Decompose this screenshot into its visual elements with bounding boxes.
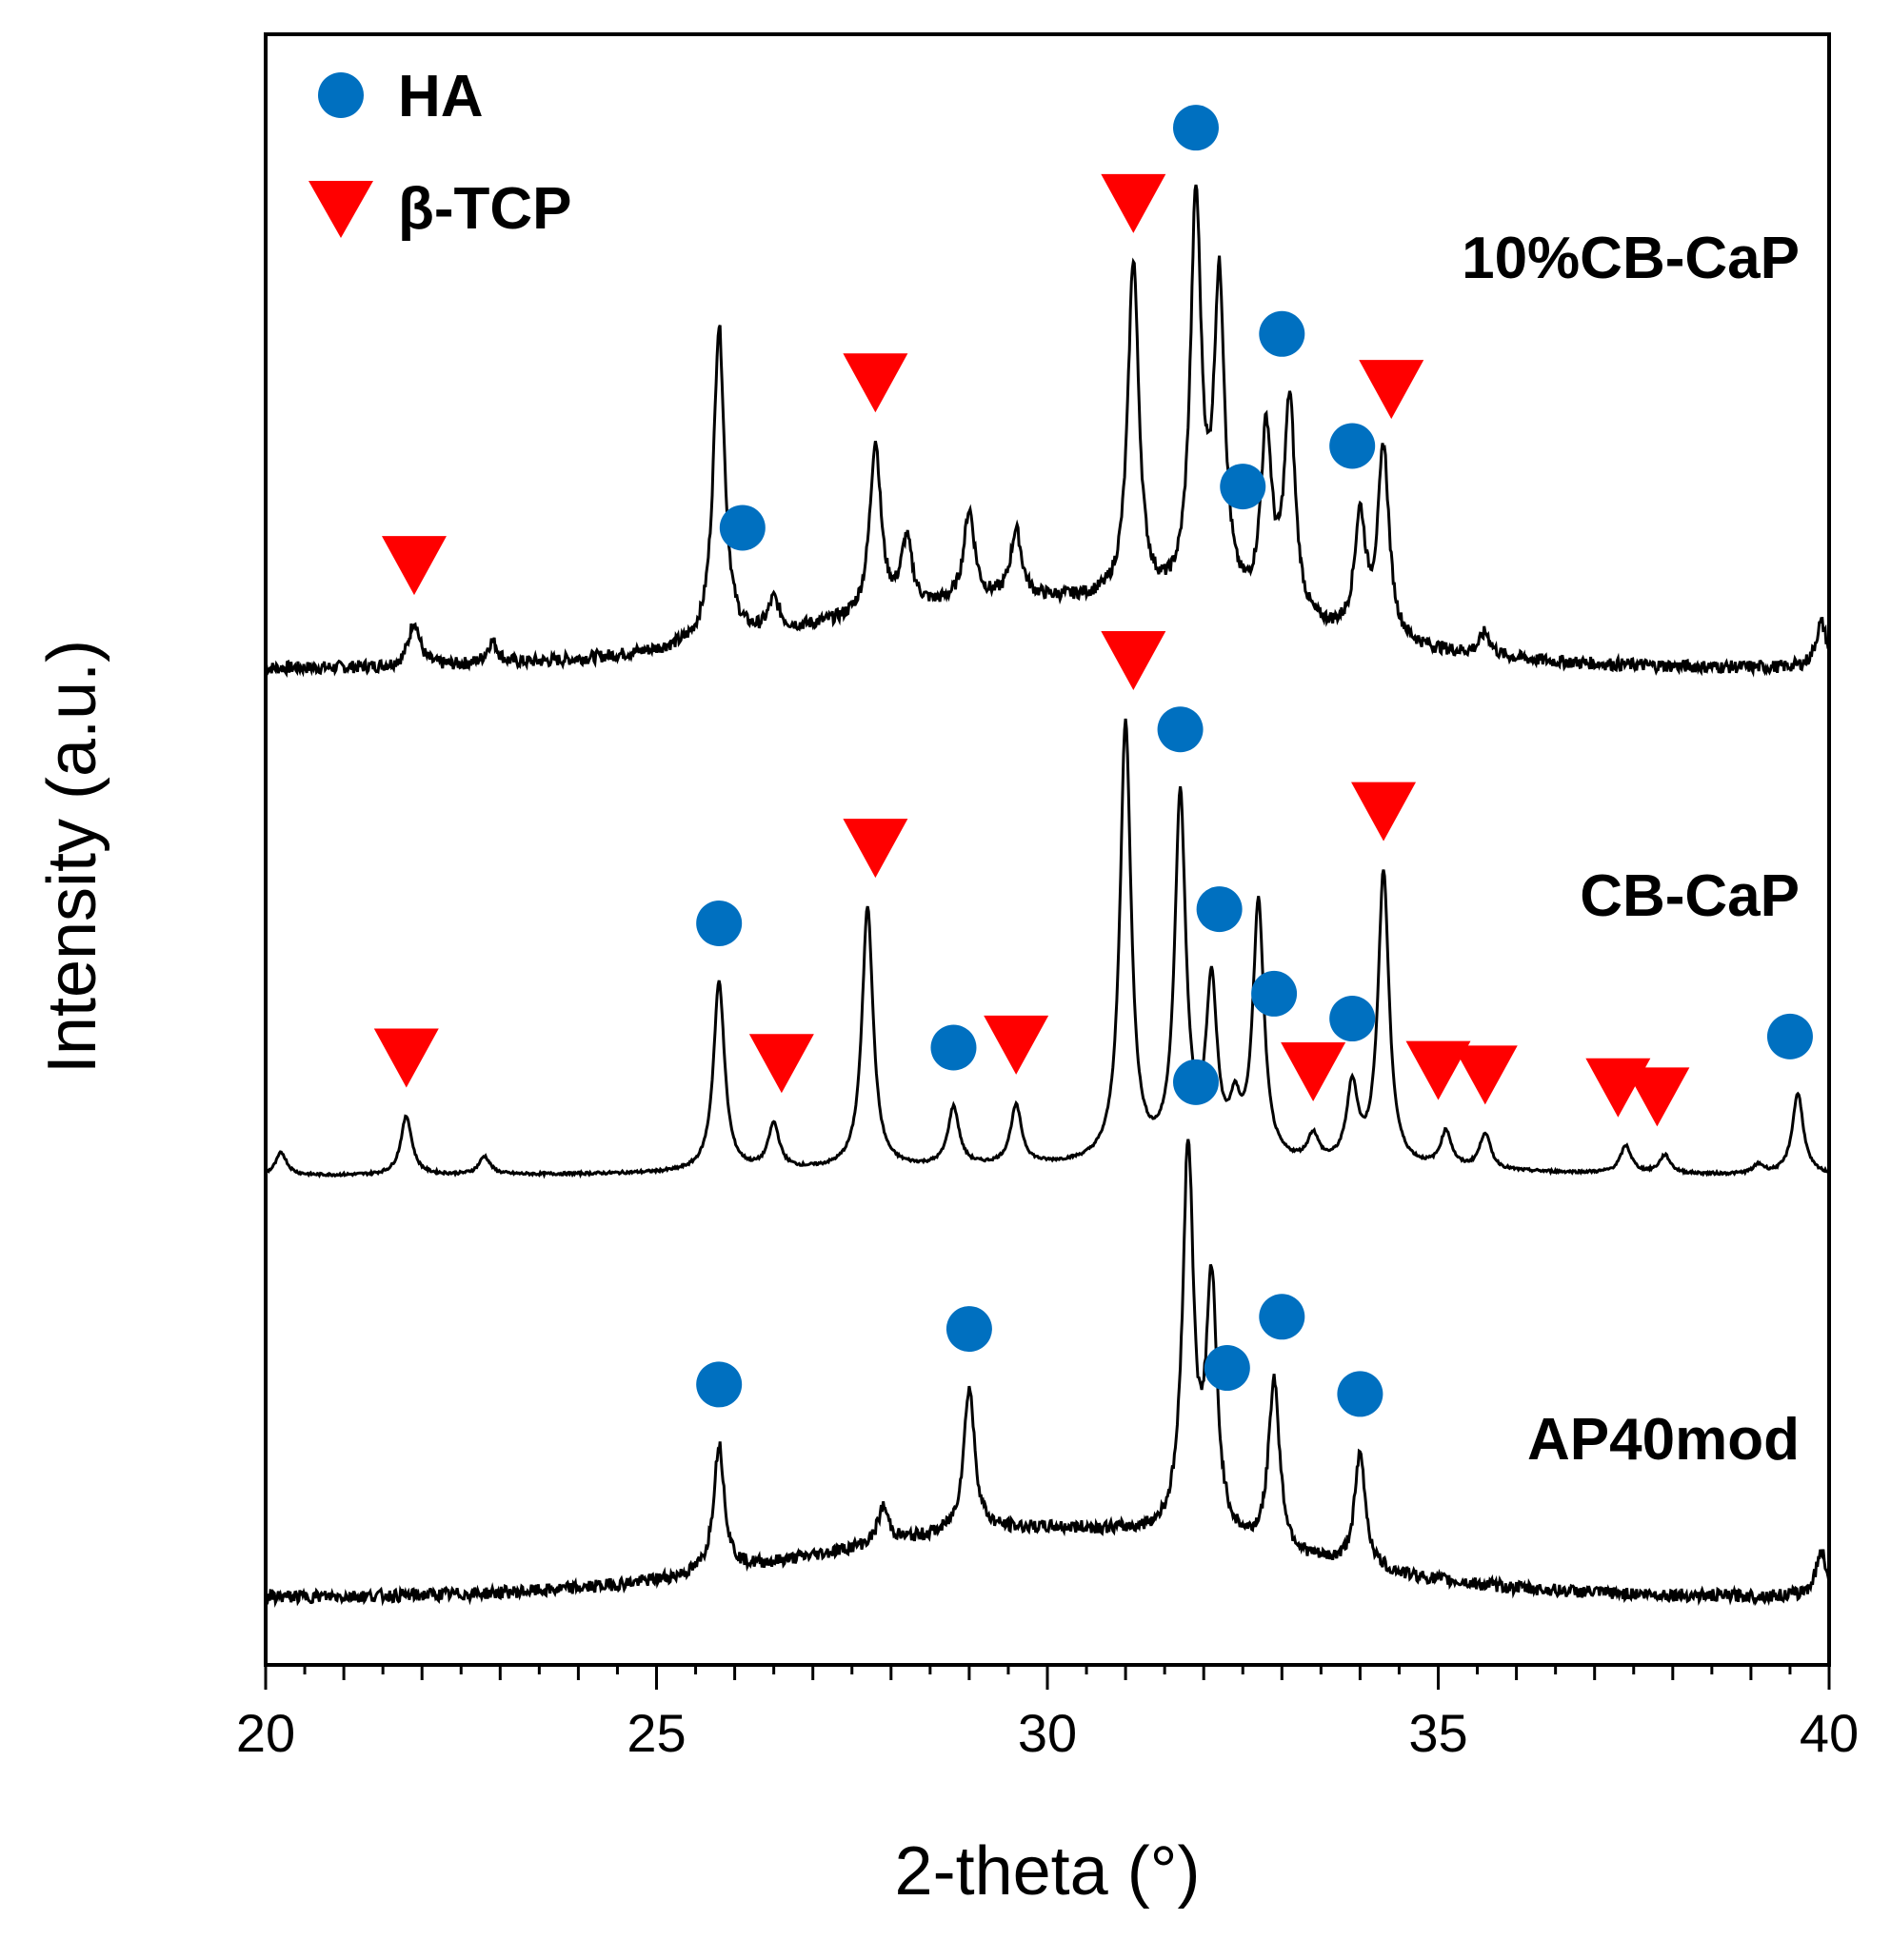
ha-marker — [1204, 1345, 1250, 1392]
tcp-marker — [1624, 1067, 1690, 1127]
series-label-10cb-cap: 10%CB-CaP — [1462, 226, 1800, 291]
x-tick-label: 20 — [236, 1703, 295, 1763]
y-axis-title: Intensity (a.u.) — [34, 640, 110, 1074]
series-label-cb-cap: CB-CaP — [1580, 863, 1800, 929]
ha-marker — [1259, 310, 1305, 357]
phase-markers — [373, 105, 1813, 1417]
tcp-marker — [1359, 360, 1424, 420]
tcp-marker — [843, 353, 908, 413]
traces — [264, 184, 1831, 1608]
legend-tcp-marker — [309, 181, 373, 238]
legend-tcp-label: β-TCP — [398, 176, 572, 242]
x-axis-title: 2-theta (°) — [895, 1833, 1201, 1910]
ha-marker — [1337, 1371, 1383, 1417]
tcp-marker — [1351, 782, 1417, 841]
x-tick-label: 25 — [627, 1703, 686, 1763]
legend-ha-marker — [318, 72, 364, 118]
ha-marker — [719, 505, 766, 551]
ha-marker — [1157, 706, 1204, 753]
x-tick-label: 30 — [1018, 1703, 1077, 1763]
tcp-marker — [1405, 1040, 1471, 1100]
series-label-ap40mod: AP40mod — [1527, 1407, 1800, 1473]
ha-marker — [930, 1024, 977, 1071]
tcp-marker — [373, 1028, 439, 1088]
tcp-marker — [1101, 173, 1166, 233]
tcp-marker — [984, 1015, 1049, 1075]
tcp-marker — [381, 536, 447, 596]
ha-marker — [696, 1361, 743, 1408]
tcp-marker — [1281, 1042, 1346, 1102]
ha-marker — [1196, 886, 1243, 933]
ha-marker — [696, 900, 743, 946]
legend-ha-label: HA — [398, 64, 484, 129]
tcp-marker — [843, 819, 908, 879]
legend: HA β-TCP — [309, 64, 572, 242]
ha-marker — [1259, 1294, 1305, 1340]
ha-marker — [1766, 1013, 1813, 1059]
x-tick-label: 40 — [1800, 1703, 1859, 1763]
tcp-marker — [1452, 1045, 1518, 1105]
tcp-marker — [1101, 630, 1166, 690]
trace-cb-cap — [265, 718, 1831, 1179]
ha-marker — [946, 1306, 992, 1353]
tcp-marker — [748, 1034, 814, 1094]
ha-marker — [1220, 464, 1266, 510]
x-tick-label: 35 — [1408, 1703, 1467, 1763]
ha-marker — [1172, 1059, 1219, 1105]
ha-marker — [1251, 970, 1298, 1017]
x-axis-ticks: 20 25 30 35 40 — [236, 1665, 1859, 1763]
trace-ap40mod — [264, 1138, 1831, 1608]
ha-marker — [1329, 423, 1376, 469]
ha-marker — [1329, 996, 1376, 1042]
trace-10-cb-cap — [264, 184, 1831, 679]
ha-marker — [1172, 105, 1219, 151]
